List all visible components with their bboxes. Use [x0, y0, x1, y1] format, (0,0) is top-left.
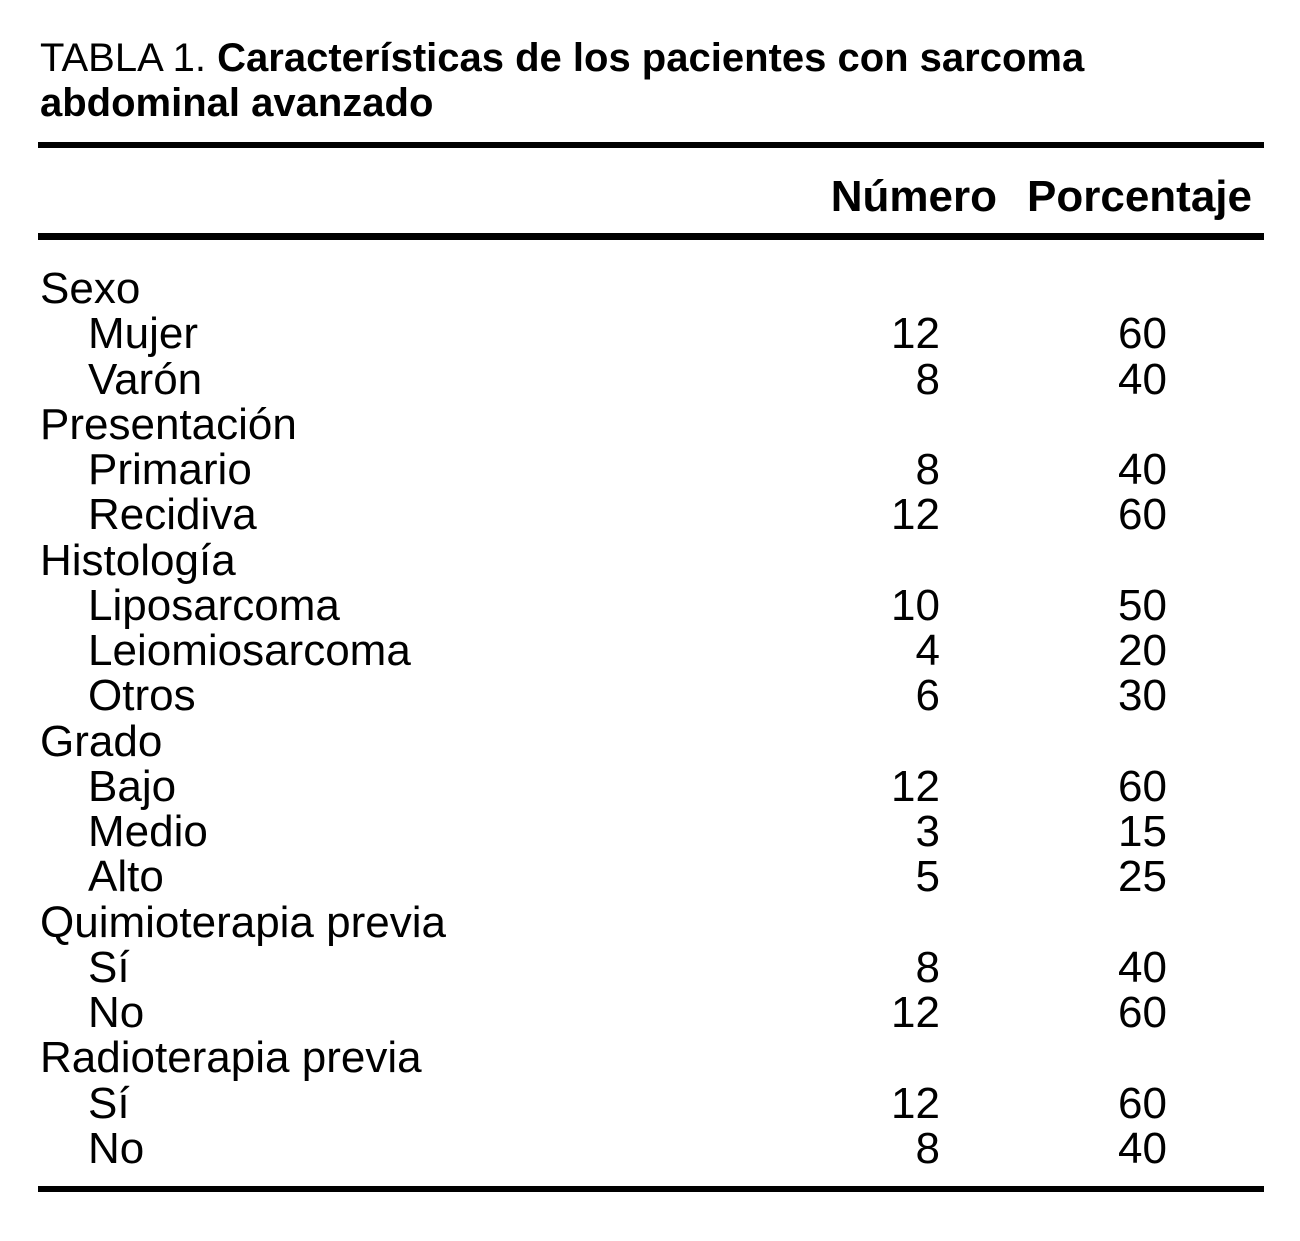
- table-row-item: Medio 3 15: [0, 809, 1300, 855]
- table-row-group: Radioterapia previa: [0, 1035, 1300, 1081]
- row-label: Varón: [88, 354, 203, 404]
- row-percentage-value: 60: [1118, 761, 1167, 811]
- column-header-numero: Número: [830, 172, 997, 221]
- row-group-label: Presentación: [40, 399, 297, 449]
- row-number-value: 3: [915, 807, 940, 856]
- table-row-item: Alto 5 25: [0, 854, 1300, 900]
- row-label: Medio: [88, 807, 208, 856]
- row-number-value: 12: [891, 1078, 940, 1128]
- row-label: Recidiva: [88, 490, 257, 540]
- row-percentage-value: 40: [1118, 354, 1167, 404]
- row-number-value: 12: [891, 761, 940, 811]
- table-title: TABLA 1. Características de los paciente…: [40, 36, 1230, 126]
- row-group-label: Radioterapia previa: [40, 1033, 422, 1083]
- row-label: Sí: [88, 942, 130, 992]
- row-percentage-value: 15: [1118, 807, 1167, 856]
- row-percentage-value: 40: [1118, 942, 1167, 992]
- row-percentage-value: 25: [1118, 852, 1167, 902]
- row-label: Leiomiosarcoma: [88, 626, 411, 675]
- table-row-group: Histología: [0, 538, 1300, 584]
- table-row-group: Grado: [0, 719, 1300, 765]
- row-label: Sí: [88, 1078, 130, 1128]
- row-group-label: Histología: [40, 535, 236, 585]
- row-percentage-value: 60: [1118, 1078, 1167, 1128]
- table-row-group: Sexo: [0, 266, 1300, 312]
- table-row-item: Primario 8 40: [0, 447, 1300, 493]
- row-label: Otros: [88, 671, 196, 721]
- row-label: No: [88, 988, 145, 1037]
- row-number-value: 8: [915, 354, 940, 404]
- table-row-item: Sí 8 40: [0, 945, 1300, 991]
- row-percentage-value: 60: [1118, 309, 1167, 359]
- row-percentage-value: 30: [1118, 671, 1167, 721]
- row-percentage-value: 60: [1118, 490, 1167, 540]
- table-row-group: Quimioterapia previa: [0, 900, 1300, 946]
- table-row-item: Liposarcoma 10 50: [0, 583, 1300, 629]
- table-row-item: Bajo 12 60: [0, 764, 1300, 810]
- top-rule: [38, 142, 1264, 148]
- header-rule: [38, 233, 1264, 240]
- row-number-value: 4: [915, 626, 940, 675]
- row-percentage-value: 50: [1118, 580, 1167, 630]
- row-group-label: Quimioterapia previa: [40, 897, 446, 947]
- table-row-item: Varón 8 40: [0, 357, 1300, 403]
- row-label: Bajo: [88, 761, 177, 811]
- row-number-value: 6: [915, 671, 940, 721]
- row-number-value: 8: [915, 1123, 940, 1173]
- table-title-line2: abdominal avanzado: [40, 81, 434, 125]
- table-row-item: Sí 12 60: [0, 1081, 1300, 1127]
- table-row-item: No 8 40: [0, 1126, 1300, 1172]
- table-row-item: Recidiva 12 60: [0, 492, 1300, 538]
- row-label: Primario: [88, 445, 252, 494]
- row-number-value: 8: [915, 445, 940, 494]
- row-group-label: Sexo: [40, 264, 141, 313]
- column-header-porcentaje: Porcentaje: [1027, 172, 1252, 221]
- bottom-rule: [38, 1186, 1264, 1192]
- row-percentage-value: 40: [1118, 1123, 1167, 1173]
- row-label: Mujer: [88, 309, 199, 359]
- row-number-value: 12: [891, 490, 940, 540]
- row-group-label: Grado: [40, 716, 163, 766]
- row-number-value: 5: [915, 852, 940, 902]
- row-number-value: 10: [891, 580, 940, 630]
- row-label: No: [88, 1123, 145, 1173]
- table-row-item: Leiomiosarcoma 4 20: [0, 628, 1300, 674]
- table-row-group: Presentación: [0, 402, 1300, 448]
- table-row-item: No 12 60: [0, 990, 1300, 1036]
- row-number-value: 12: [891, 309, 940, 359]
- table-title-line1: Características de los pacientes con sar…: [217, 36, 1085, 80]
- row-number-value: 8: [915, 942, 940, 992]
- row-percentage-value: 20: [1118, 626, 1167, 675]
- table-row-item: Otros 6 30: [0, 673, 1300, 719]
- row-percentage-value: 40: [1118, 445, 1167, 494]
- table-row-item: Mujer 12 60: [0, 311, 1300, 357]
- row-percentage-value: 60: [1118, 988, 1167, 1037]
- table-title-prefix: TABLA 1.: [40, 36, 218, 80]
- row-label: Liposarcoma: [88, 580, 340, 630]
- row-label: Alto: [88, 852, 164, 902]
- row-number-value: 12: [891, 988, 940, 1037]
